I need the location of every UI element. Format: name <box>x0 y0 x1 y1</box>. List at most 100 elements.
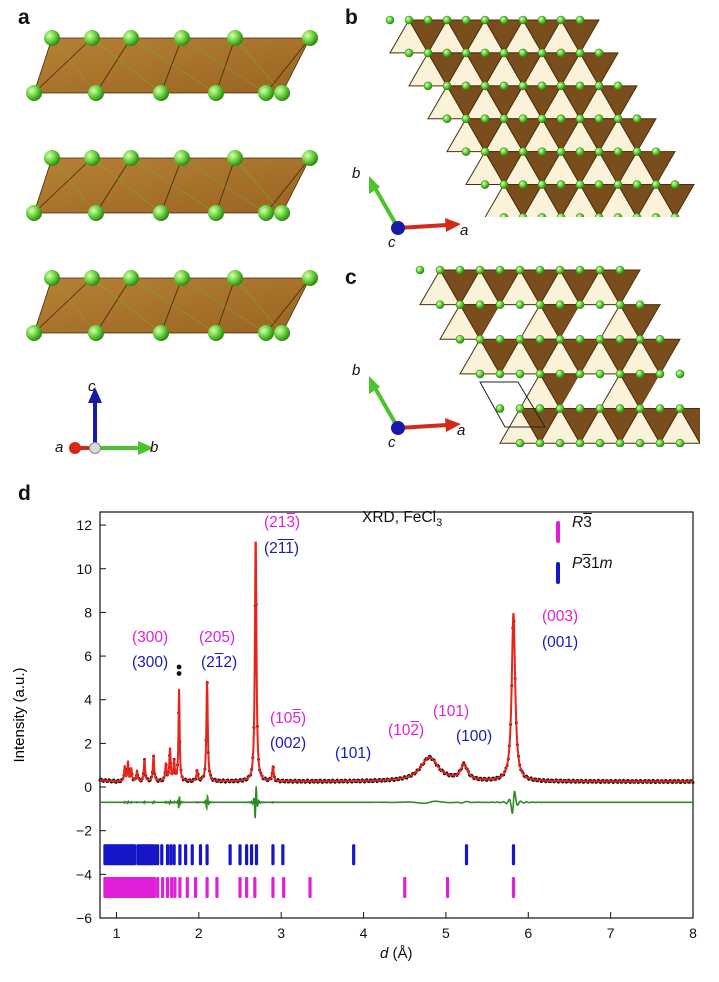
annotation-002-p31m: (002) <box>270 735 307 752</box>
annotation-105-r3: (105) <box>270 710 307 727</box>
layer-side-view <box>26 30 318 341</box>
cl-atom <box>455 334 465 344</box>
cl-atom <box>499 180 509 189</box>
cl-atom <box>556 180 566 189</box>
cl-atom <box>556 48 566 58</box>
cl-atom <box>302 270 318 286</box>
reflection-ticks <box>103 844 516 899</box>
y-tick-label: −2 <box>76 823 92 839</box>
cl-atom <box>499 114 509 124</box>
axis-label-a-b: a <box>460 222 469 239</box>
cl-atom <box>227 150 243 166</box>
cl-atom <box>613 213 623 217</box>
cl-atom <box>670 180 680 189</box>
cl-atom <box>26 325 42 341</box>
chart-title: XRD, FeCl3 <box>362 509 443 530</box>
x-tick-label: 8 <box>689 925 697 941</box>
cl-atom <box>518 213 528 217</box>
cl-atom <box>537 147 547 156</box>
cl-atom <box>575 114 585 124</box>
cl-atom <box>88 325 104 341</box>
cl-atom <box>84 150 100 166</box>
cl-atom <box>635 438 645 447</box>
cl-atom <box>515 404 525 413</box>
cl-atom <box>258 85 274 101</box>
cl-atom <box>404 15 414 25</box>
cl-atom <box>575 147 585 156</box>
cl-atom <box>274 85 290 101</box>
annotation-003-r3: (003) <box>542 608 579 625</box>
cl-atom <box>535 438 545 447</box>
cl-atom <box>480 81 490 91</box>
cl-atom <box>655 438 665 447</box>
panel-letter-d: d <box>18 482 31 505</box>
cl-atom <box>595 404 605 413</box>
cl-atom <box>84 270 100 286</box>
cl-atom <box>555 404 565 413</box>
cl-atom <box>227 270 243 286</box>
axis-label-a-a: a <box>55 439 64 456</box>
cl-atom <box>575 81 585 91</box>
cl-atom <box>423 48 433 58</box>
cl-atom <box>535 334 545 344</box>
cl-atom <box>515 334 525 344</box>
annotation-205-r3: (205) <box>199 629 236 646</box>
cl-atom <box>595 438 605 447</box>
cl-atom <box>555 300 565 309</box>
cl-atom <box>594 213 604 217</box>
cl-atom <box>575 15 585 25</box>
cl-atom <box>385 15 395 25</box>
cl-atom <box>595 265 605 275</box>
annotation-212-p31m: (212) <box>201 654 238 671</box>
annotation-211-p31m: (211) <box>264 540 300 557</box>
panel-letter-c: c <box>345 266 357 289</box>
cl-atom <box>613 114 623 124</box>
cl-atom <box>480 15 490 25</box>
cl-atom <box>26 85 42 101</box>
cl-atom <box>88 85 104 101</box>
cl-atom <box>415 265 425 275</box>
cl-atom <box>174 150 190 166</box>
cl-atom <box>575 180 585 189</box>
annotation-100-p31m: (100) <box>456 728 493 745</box>
cl-atom <box>651 213 661 217</box>
axis-label-c-a: c <box>88 378 96 395</box>
cl-atom <box>615 438 625 447</box>
cl-atom <box>635 334 645 344</box>
cl-atom <box>655 334 665 344</box>
cl-atom <box>302 150 318 166</box>
cl-atom <box>613 81 623 91</box>
cl-atom <box>495 300 505 309</box>
cl-atom <box>615 300 625 309</box>
annotation-101-p31m: (101) <box>335 745 372 762</box>
cl-atom <box>442 48 452 58</box>
annotation-213-r3: (213) <box>264 514 301 531</box>
honeycomb-top-view <box>385 15 695 217</box>
y-tick-label: 8 <box>84 604 92 620</box>
cl-atom <box>442 114 452 124</box>
cl-atom <box>475 369 485 379</box>
cl-atom <box>670 213 680 217</box>
plot-frame <box>99 511 694 919</box>
cl-atom <box>499 81 509 91</box>
cl-atom <box>555 334 565 344</box>
cl-atom <box>88 205 104 221</box>
x-tick-label: 3 <box>277 925 285 941</box>
cl-atom <box>515 300 525 309</box>
cl-atom <box>594 48 604 58</box>
cl-atom <box>594 147 604 156</box>
cl-atom <box>613 180 623 189</box>
cl-atom <box>535 300 545 309</box>
octahedron-side <box>679 408 700 445</box>
cl-atom <box>44 30 60 46</box>
cl-atom <box>575 265 585 275</box>
cl-atom <box>632 114 642 124</box>
cl-atom <box>475 334 485 344</box>
cl-atom <box>518 114 528 124</box>
cl-atom <box>515 438 525 447</box>
annotation-300-p31m: (300) <box>132 654 169 671</box>
cl-atom <box>480 180 490 189</box>
cl-atom <box>461 147 471 156</box>
cl-atom <box>435 265 445 275</box>
cl-atom <box>461 15 471 25</box>
